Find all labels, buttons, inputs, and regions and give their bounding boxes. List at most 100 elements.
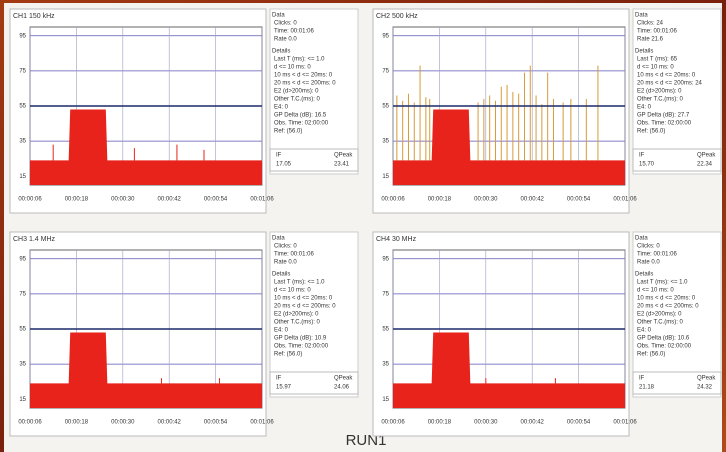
if-value: 21.18 (639, 385, 655, 391)
if-label: IF (639, 376, 645, 382)
info-line: Clicks: 24 (637, 21, 664, 27)
signal-area (30, 109, 262, 185)
qpeak-value: 24.32 (697, 385, 713, 391)
info-line: E2 (d>200ms): 0 (274, 89, 319, 95)
y-tick-label: 95 (382, 256, 389, 262)
x-tick-label: 00:00:42 (521, 420, 545, 426)
y-tick-label: 55 (19, 327, 26, 333)
info-line: Rate 0.0 (274, 260, 297, 266)
chart-title: CH2 500 kHz (376, 13, 418, 20)
info-line: Other T.C.(ms): 0 (274, 320, 321, 326)
info-line: 20 ms < d <= 200ms: 0 (274, 304, 336, 310)
info-line: GP Delta (dB): 10.9 (274, 336, 327, 342)
info-line: E2 (d>200ms): 0 (637, 89, 682, 95)
info-line: Time: 00:01:06 (637, 252, 677, 258)
qpeak-value: 22.34 (697, 162, 713, 168)
y-tick-label: 55 (382, 104, 389, 110)
x-tick-label: 00:00:18 (428, 420, 452, 426)
if-label: IF (639, 153, 645, 159)
x-tick-label: 00:00:54 (567, 420, 591, 426)
signal-area (393, 332, 625, 408)
x-tick-label: 00:00:18 (65, 197, 89, 203)
x-tick-label: 00:00:06 (381, 197, 405, 203)
info-line: Data (272, 13, 285, 19)
info-panel (269, 8, 359, 175)
info-line: 10 ms < d <= 20ms: 0 (637, 296, 696, 302)
info-line: Obs. Time: 02:00:00 (637, 121, 692, 127)
qpeak-label: QPeak (697, 376, 716, 382)
y-tick-label: 95 (19, 256, 26, 262)
info-line: Last T (ms): <= 1.0 (274, 280, 325, 286)
if-value: 15.70 (639, 162, 655, 168)
x-tick-label: 00:00:30 (111, 197, 135, 203)
y-tick-label: 35 (19, 362, 26, 368)
info-line: 10 ms < d <= 20ms: 0 (274, 73, 333, 79)
info-line: Other T.C.(ms): 0 (637, 97, 684, 103)
info-line: Data (635, 13, 648, 19)
info-line: Ref: (56.0) (274, 352, 302, 358)
chart-title: CH4 30 MHz (376, 236, 417, 243)
readout-box (632, 371, 722, 395)
readout-box (269, 371, 359, 395)
info-line: GP Delta (dB): 27.7 (637, 113, 690, 119)
x-tick-label: 00:00:42 (521, 197, 545, 203)
y-tick-label: 95 (382, 33, 389, 39)
info-line: Details (272, 272, 290, 278)
qpeak-label: QPeak (334, 153, 353, 159)
info-line: Rate 0.0 (274, 37, 297, 43)
info-line: Last T (ms): <= 1.0 (274, 57, 325, 63)
info-line: d <= 10 ms: 0 (637, 288, 674, 294)
x-tick-label: 00:00:30 (111, 420, 135, 426)
if-value: 17.05 (276, 162, 292, 168)
info-line: 10 ms < d <= 20ms: 0 (274, 296, 333, 302)
readout-box (632, 148, 722, 172)
y-tick-label: 95 (19, 33, 26, 39)
y-tick-label: 55 (382, 327, 389, 333)
info-panel (632, 231, 722, 398)
y-tick-label: 15 (382, 174, 389, 180)
y-tick-label: 15 (19, 174, 26, 180)
info-line: E2 (d>200ms): 0 (637, 312, 682, 318)
info-line: Ref: (56.0) (637, 129, 665, 135)
signal-area (393, 109, 625, 185)
info-line: Time: 00:01:06 (274, 29, 314, 35)
info-line: Last T (ms): <= 1.0 (637, 280, 688, 286)
y-tick-label: 75 (19, 291, 26, 297)
info-line: Other T.C.(ms): 0 (274, 97, 321, 103)
info-line: d <= 10 ms: 0 (274, 288, 311, 294)
x-tick-label: 00:00:42 (158, 420, 182, 426)
y-tick-label: 75 (382, 291, 389, 297)
y-tick-label: 15 (19, 397, 26, 403)
if-value: 15.97 (276, 385, 292, 391)
y-tick-label: 75 (19, 68, 26, 74)
x-tick-label: 00:01:06 (250, 420, 274, 426)
x-tick-label: 00:00:30 (474, 197, 498, 203)
info-line: E4: 0 (274, 105, 289, 111)
qpeak-label: QPeak (334, 376, 353, 382)
x-tick-label: 00:01:06 (250, 197, 274, 203)
x-tick-label: 00:00:30 (474, 420, 498, 426)
info-line: Details (272, 49, 290, 55)
info-line: Clicks: 0 (637, 244, 660, 250)
y-tick-label: 35 (382, 139, 389, 145)
info-line: GP Delta (dB): 16.5 (274, 113, 327, 119)
y-tick-label: 55 (19, 104, 26, 110)
info-line: Last T (ms): 65 (637, 57, 678, 63)
x-tick-label: 00:00:42 (158, 197, 182, 203)
info-line: 10 ms < d <= 20ms: 0 (637, 73, 696, 79)
info-line: E4: 0 (637, 328, 652, 334)
info-line: E2 (d>200ms): 0 (274, 312, 319, 318)
chart-title: CH1 150 kHz (13, 13, 55, 20)
y-tick-label: 35 (382, 362, 389, 368)
x-tick-label: 00:00:54 (204, 420, 228, 426)
info-line: 20 ms < d <= 200ms: 0 (274, 81, 336, 87)
info-line: Other T.C.(ms): 0 (637, 320, 684, 326)
info-line: Time: 00:01:06 (637, 29, 677, 35)
info-line: d <= 10 ms: 0 (637, 65, 674, 71)
info-line: GP Delta (dB): 10.6 (637, 336, 690, 342)
info-line: Ref: (56.0) (274, 129, 302, 135)
info-line: 20 ms < d <= 200ms: 24 (637, 81, 703, 87)
info-line: 20 ms < d <= 200ms: 0 (637, 304, 699, 310)
x-tick-label: 00:00:18 (65, 420, 89, 426)
